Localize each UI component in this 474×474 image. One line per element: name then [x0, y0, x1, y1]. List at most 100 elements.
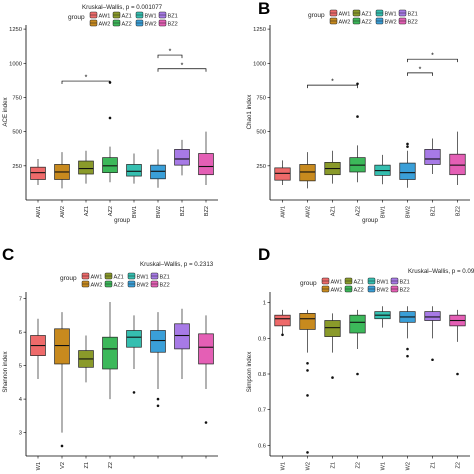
outlier-point	[132, 391, 136, 394]
box-bz2	[198, 131, 214, 185]
legend-label: AW1	[91, 275, 103, 281]
box-az1	[78, 150, 94, 184]
x-tick-label: V2	[60, 462, 66, 469]
box-iqr	[424, 311, 441, 321]
legend-label: AZ2	[114, 283, 124, 289]
box-iqr	[198, 153, 214, 176]
test-annotation: Kruskal–Wallis, p = 0.09312	[408, 268, 474, 275]
outlier-point	[60, 444, 64, 448]
box-bz1	[174, 308, 190, 380]
box-iqr	[174, 149, 190, 166]
panel-letter: C	[2, 245, 14, 264]
panel-letter: B	[258, 0, 270, 18]
legend-label: AW1	[339, 12, 351, 18]
legend-item: AZ1	[344, 277, 364, 286]
y-tick-label: 750	[256, 95, 266, 101]
x-tick-label: W1	[36, 462, 42, 470]
y-tick-label: 1	[263, 301, 266, 307]
outlier-point	[108, 116, 112, 120]
legend: group AW1 AZ1 BW1 BZ1 AW2 AZ2 BW2 BZ2	[68, 11, 178, 28]
outlier-point	[281, 333, 284, 337]
legend-item: AW2	[329, 17, 350, 26]
legend-item: AZ2	[112, 19, 132, 28]
legend-label: BZ2	[160, 283, 170, 289]
y-tick-label: 0.6	[258, 443, 266, 449]
x-tick-label: AZ1	[84, 206, 90, 216]
legend-item: BZ1	[150, 272, 170, 281]
legend-item: AW2	[89, 19, 110, 28]
panel-c: C Kruskal–Wallis, p = 0.2313 group AW1 AZ1 BW…	[2, 245, 218, 470]
y-tick-label: 4	[19, 397, 23, 403]
legend-label: AZ1	[114, 275, 124, 281]
legend-label: AZ2	[122, 22, 132, 28]
box-iqr	[174, 323, 190, 350]
outlier-point	[306, 394, 309, 397]
box-bw2	[399, 306, 416, 358]
panel-letter: D	[258, 245, 270, 264]
y-axis-label: ACE index	[2, 96, 9, 126]
y-tick-label: 1000	[9, 61, 22, 67]
legend-item: AZ2	[104, 280, 124, 289]
box-bw1	[374, 154, 391, 185]
box-bz2	[449, 309, 466, 376]
legend-item: BW1	[375, 9, 397, 18]
legend-label: BZ1	[160, 275, 170, 281]
legend-label: BW2	[377, 288, 389, 294]
legend-title: group	[300, 280, 317, 287]
legend-label: BW1	[145, 14, 157, 20]
legend-item: BZ2	[158, 19, 178, 28]
legend-title: group	[308, 12, 325, 19]
y-tick-label: 0.9	[258, 336, 266, 342]
box-az1	[324, 313, 341, 379]
legend-label: AZ1	[354, 280, 364, 286]
legend-item: BZ1	[158, 11, 178, 20]
significance-label: *	[181, 62, 184, 69]
legend-label: AZ2	[354, 288, 364, 294]
box-bw2	[150, 149, 166, 188]
outlier-point	[356, 82, 359, 86]
legend-item: BZ1	[390, 277, 410, 286]
box-iqr	[30, 166, 46, 180]
legend-item: BW1	[367, 277, 389, 286]
y-tick-label: 250	[256, 164, 266, 170]
box-bw2	[150, 312, 166, 408]
x-tick-label: Z2	[456, 462, 462, 469]
significance-label: *	[331, 79, 334, 86]
box-aw1	[274, 160, 291, 185]
legend-item: AZ1	[104, 272, 124, 281]
legend-label: AW2	[91, 283, 103, 289]
box-iqr	[274, 167, 291, 181]
x-tick-label: AW1	[36, 206, 42, 218]
box-iqr	[126, 330, 142, 348]
box-az2	[349, 309, 366, 376]
outlier-point	[406, 354, 409, 358]
x-tick-label: BW1	[132, 206, 138, 218]
legend-label: BZ1	[400, 280, 410, 286]
y-tick-label: 500	[12, 130, 22, 136]
box-aw2	[299, 152, 316, 189]
y-tick-label: 1250	[9, 27, 22, 33]
bracket-line	[157, 54, 183, 59]
outlier-point	[406, 347, 409, 351]
significance-bracket: *	[307, 79, 358, 89]
box-bz1	[424, 138, 441, 175]
legend-item: AW1	[89, 11, 110, 20]
outlier-point	[406, 142, 409, 146]
y-tick-label: 7	[19, 297, 22, 303]
y-axis-label: Shannon index	[2, 350, 9, 392]
y-tick-label: 750	[12, 95, 22, 101]
legend-item: AW1	[329, 9, 351, 18]
box-bz1	[174, 139, 190, 176]
legend-label: AZ2	[362, 20, 372, 26]
legend-item: AZ1	[352, 9, 372, 18]
box-iqr	[299, 164, 316, 182]
legend-label: BZ1	[408, 12, 418, 18]
box-az1	[78, 335, 94, 383]
bracket-line	[157, 68, 207, 72]
x-tick-label: BZ2	[204, 206, 210, 216]
box-iqr	[126, 164, 142, 177]
significance-bracket: *	[157, 62, 207, 72]
x-tick-label: W1	[281, 462, 287, 470]
box-az2	[102, 81, 118, 183]
y-tick-label: 0.8	[258, 372, 266, 378]
